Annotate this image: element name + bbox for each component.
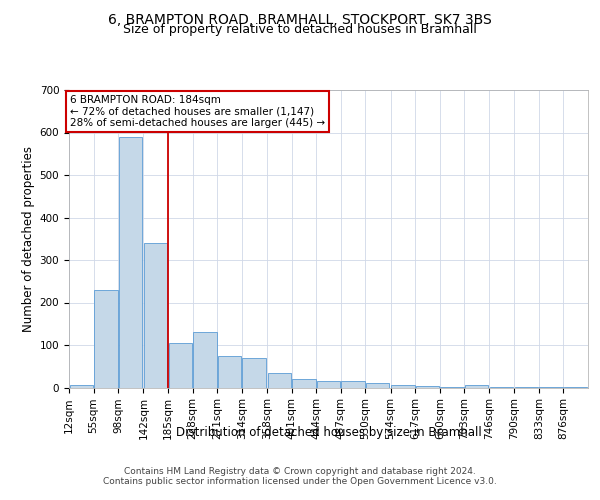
Bar: [416, 386, 439, 388]
Bar: [366, 383, 389, 388]
Bar: [94, 290, 118, 388]
Bar: [465, 386, 488, 388]
Bar: [341, 381, 365, 388]
Bar: [119, 136, 142, 388]
Bar: [268, 372, 291, 388]
Bar: [440, 386, 464, 388]
Text: Contains HM Land Registry data © Crown copyright and database right 2024.: Contains HM Land Registry data © Crown c…: [124, 467, 476, 476]
Bar: [169, 343, 192, 388]
Bar: [193, 332, 217, 388]
Text: Distribution of detached houses by size in Bramhall: Distribution of detached houses by size …: [176, 426, 482, 439]
Text: Size of property relative to detached houses in Bramhall: Size of property relative to detached ho…: [123, 24, 477, 36]
Bar: [144, 243, 167, 388]
Bar: [317, 381, 340, 388]
Text: Contains public sector information licensed under the Open Government Licence v3: Contains public sector information licen…: [103, 477, 497, 486]
Y-axis label: Number of detached properties: Number of detached properties: [22, 146, 35, 332]
Text: 6 BRAMPTON ROAD: 184sqm
← 72% of detached houses are smaller (1,147)
28% of semi: 6 BRAMPTON ROAD: 184sqm ← 72% of detache…: [70, 95, 325, 128]
Bar: [242, 358, 266, 388]
Bar: [70, 386, 93, 388]
Bar: [292, 379, 316, 388]
Bar: [391, 386, 415, 388]
Text: 6, BRAMPTON ROAD, BRAMHALL, STOCKPORT, SK7 3BS: 6, BRAMPTON ROAD, BRAMHALL, STOCKPORT, S…: [108, 12, 492, 26]
Bar: [218, 356, 241, 388]
